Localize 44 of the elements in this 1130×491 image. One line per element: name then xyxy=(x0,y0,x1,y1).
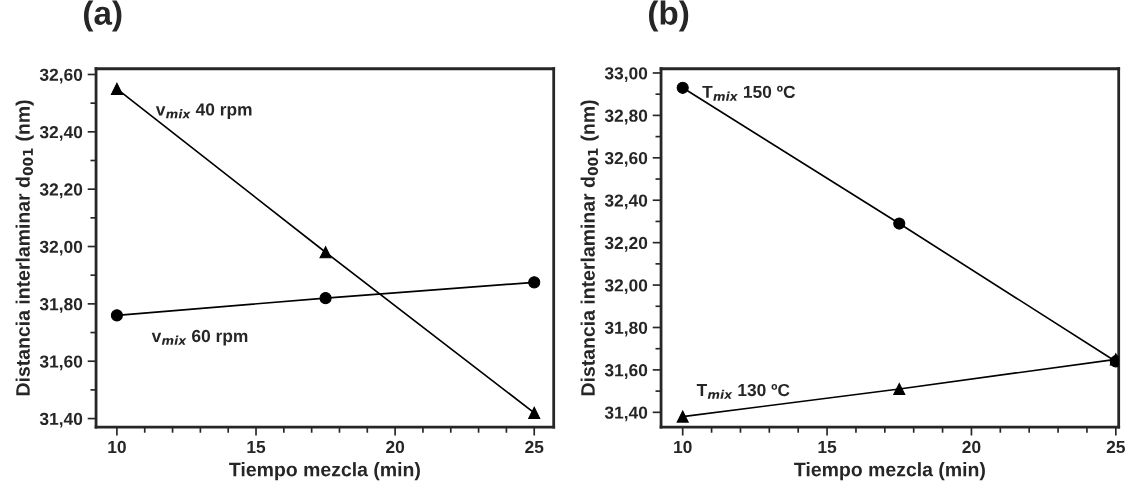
series-label: v$_{mix}$ 60 rpm xyxy=(151,329,248,346)
y-axis-title: Distancia interlaminar d$_{001}$ (nm) xyxy=(15,100,34,396)
chart-title: (a) xyxy=(83,0,122,32)
x-tick-label: 10 xyxy=(108,440,126,454)
y-tick-label: 32,20 xyxy=(604,236,648,252)
y-tick-label: 31,60 xyxy=(604,364,648,379)
y-tick-label: 32,00 xyxy=(604,279,648,295)
y-tick-label: 32,60 xyxy=(39,68,83,84)
point xyxy=(319,292,332,305)
y-tick-label: 32,00 xyxy=(39,240,83,256)
point xyxy=(528,406,541,419)
y-tick-label: 33,00 xyxy=(604,67,648,82)
x-tick-label: 20 xyxy=(386,440,405,454)
point xyxy=(676,410,689,423)
series-label: v$_{mix}$ 40 rpm xyxy=(155,103,252,120)
x-tick-label: 20 xyxy=(962,440,981,454)
x-tick-label: 10 xyxy=(674,440,692,454)
y-tick-label: 31,80 xyxy=(604,321,648,337)
point xyxy=(676,81,689,94)
y-tick-label: 32,60 xyxy=(604,151,648,167)
point xyxy=(893,382,906,396)
y-tick-label: 31,40 xyxy=(39,412,83,428)
y-tick-label: 31,40 xyxy=(604,406,648,422)
point xyxy=(110,82,123,95)
x-axis-title: Tiempo mezcla (min) xyxy=(229,462,420,481)
point xyxy=(893,217,906,230)
point xyxy=(110,309,123,322)
x-axis-title: Tiempo mezcla (min) xyxy=(794,462,985,481)
series-label: T$_{mix}$ 130 ºC xyxy=(696,383,790,399)
series-label: T$_{mix}$ 150 ºC xyxy=(702,85,796,101)
point xyxy=(319,246,332,259)
x-tick-label: 25 xyxy=(525,440,544,454)
y-axis-title: Distancia interlaminar d$_{001}$ (nm) xyxy=(580,100,599,396)
point xyxy=(528,276,541,289)
chart-title: (b) xyxy=(648,0,689,32)
y-tick-label: 32,80 xyxy=(604,109,648,125)
y-tick-label: 32,20 xyxy=(39,183,83,199)
x-tick-label: 15 xyxy=(818,441,837,454)
y-tick-label: 31,80 xyxy=(39,298,83,313)
x-tick-label: 15 xyxy=(247,441,266,454)
x-tick-label: 25 xyxy=(1106,440,1125,454)
y-tick-label: 32,40 xyxy=(39,125,83,141)
y-tick-label: 31,60 xyxy=(39,355,83,371)
y-tick-label: 32,40 xyxy=(604,194,648,210)
